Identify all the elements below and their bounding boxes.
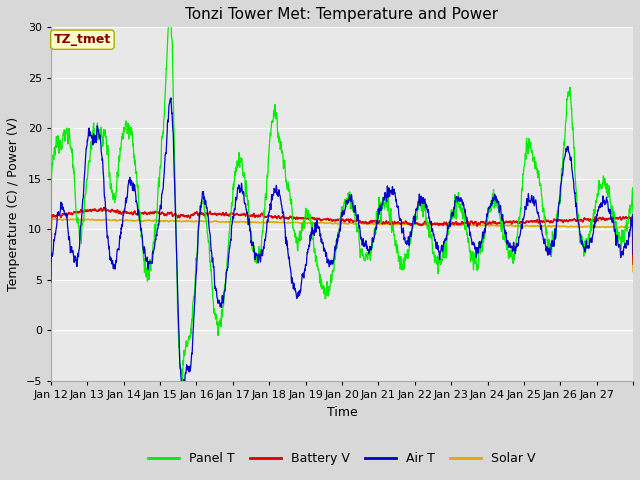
Battery V xyxy=(518,219,525,225)
Battery V xyxy=(550,217,558,223)
Air T xyxy=(47,279,55,285)
Panel T xyxy=(621,224,629,230)
Panel T xyxy=(629,233,637,239)
Air T xyxy=(621,240,629,246)
Y-axis label: Temperature (C) / Power (V): Temperature (C) / Power (V) xyxy=(7,117,20,291)
Title: Tonzi Tower Met: Temperature and Power: Tonzi Tower Met: Temperature and Power xyxy=(186,7,499,22)
Air T xyxy=(179,388,187,394)
Line: Battery V: Battery V xyxy=(51,207,633,264)
Battery V xyxy=(629,261,637,267)
Panel T xyxy=(518,186,525,192)
Air T xyxy=(518,226,525,231)
Panel T xyxy=(231,172,239,178)
Air T xyxy=(105,243,113,249)
Air T xyxy=(551,226,559,232)
Solar V xyxy=(621,224,629,230)
Text: TZ_tmet: TZ_tmet xyxy=(54,33,111,46)
X-axis label: Time: Time xyxy=(326,406,357,419)
Panel T xyxy=(179,379,186,384)
Battery V xyxy=(100,204,108,210)
Battery V xyxy=(621,215,629,221)
Battery V xyxy=(231,212,239,217)
Solar V xyxy=(231,219,239,225)
Panel T xyxy=(166,6,173,12)
Line: Solar V: Solar V xyxy=(51,219,633,272)
Legend: Panel T, Battery V, Air T, Solar V: Panel T, Battery V, Air T, Solar V xyxy=(143,447,541,470)
Battery V xyxy=(106,208,113,214)
Panel T xyxy=(47,229,55,235)
Solar V xyxy=(518,223,525,229)
Solar V xyxy=(48,216,56,222)
Line: Air T: Air T xyxy=(51,98,633,391)
Panel T xyxy=(105,168,113,174)
Air T xyxy=(167,95,175,101)
Air T xyxy=(231,205,239,211)
Air T xyxy=(378,207,385,213)
Solar V xyxy=(47,264,55,269)
Solar V xyxy=(629,269,637,275)
Panel T xyxy=(378,201,385,207)
Air T xyxy=(629,252,637,257)
Solar V xyxy=(550,223,558,229)
Battery V xyxy=(378,220,385,226)
Battery V xyxy=(47,258,55,264)
Line: Panel T: Panel T xyxy=(51,9,633,382)
Solar V xyxy=(106,217,113,223)
Solar V xyxy=(378,220,385,226)
Panel T xyxy=(551,226,559,231)
